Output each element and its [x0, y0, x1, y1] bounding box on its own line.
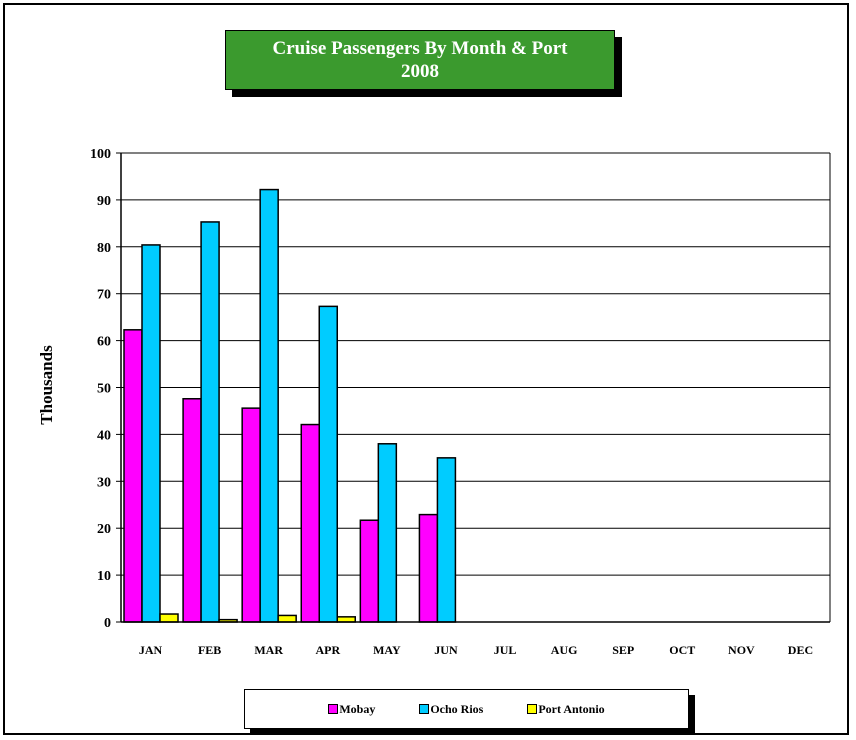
- y-tick-label: 10: [97, 569, 111, 584]
- bar-mobay: [123, 329, 143, 623]
- bar-ocho-rios: [436, 457, 457, 623]
- legend-item-mobay: Mobay: [328, 702, 375, 717]
- bar-ocho-rios: [318, 305, 338, 623]
- chart-title: Cruise Passengers By Month & Port: [272, 38, 568, 59]
- legend-item-ocho-rios: Ocho Rios: [419, 702, 483, 717]
- x-tick-label: JUN: [434, 643, 458, 657]
- y-tick-label: 60: [97, 335, 111, 350]
- bar-ocho-rios: [200, 221, 220, 623]
- y-tick-label: 30: [97, 475, 111, 490]
- x-tick-label: MAY: [373, 643, 401, 657]
- bar-ocho-rios: [141, 244, 161, 623]
- legend-label-port-antonio: Port Antonio: [538, 701, 605, 716]
- legend-label-ocho-rios: Ocho Rios: [430, 701, 484, 716]
- bar-mobay: [241, 407, 261, 623]
- x-tick-label: JAN: [139, 643, 163, 657]
- x-tick-label: FEB: [198, 643, 221, 657]
- bar-mobay: [300, 423, 320, 623]
- y-tick-label: 80: [97, 241, 111, 256]
- x-tick-label: DEC: [788, 643, 813, 657]
- y-tick-label: 20: [97, 522, 111, 537]
- x-tick-label: AUG: [551, 643, 578, 657]
- bar-port-antonio: [277, 614, 297, 623]
- y-tick-label: 90: [97, 194, 111, 209]
- legend-swatch-port-antonio: [527, 704, 538, 714]
- y-tick-label: 70: [97, 288, 111, 303]
- bar-port-antonio: [159, 613, 179, 623]
- legend-swatch-ocho-rios: [419, 704, 430, 714]
- bar-port-antonio: [336, 616, 356, 623]
- x-tick-label: OCT: [669, 643, 695, 657]
- bar-ocho-rios: [259, 188, 279, 623]
- bar-mobay: [418, 513, 439, 623]
- y-tick-label: 40: [97, 428, 111, 443]
- chart-subtitle: 2008: [401, 61, 439, 82]
- bar-mobay: [359, 519, 380, 623]
- x-tick-label: APR: [315, 643, 340, 657]
- x-tick-label: MAR: [254, 643, 283, 657]
- legend-item-port-antonio: Port Antonio: [527, 701, 605, 717]
- legend-swatch-mobay: [328, 704, 339, 714]
- y-tick-label: 100: [90, 147, 111, 162]
- legend-label-mobay: Mobay: [339, 701, 376, 716]
- bar-ocho-rios: [377, 443, 398, 623]
- x-tick-label: SEP: [612, 643, 634, 657]
- legend: Mobay Ocho Rios Port Antonio: [244, 689, 689, 729]
- bar-mobay: [182, 398, 202, 623]
- x-tick-label: NOV: [728, 643, 755, 657]
- x-tick-label: JUL: [494, 643, 517, 657]
- y-tick-label: 50: [97, 382, 111, 397]
- y-tick-label: 0: [104, 616, 111, 631]
- chart-title-box: Cruise Passengers By Month & Port 2008: [225, 30, 615, 90]
